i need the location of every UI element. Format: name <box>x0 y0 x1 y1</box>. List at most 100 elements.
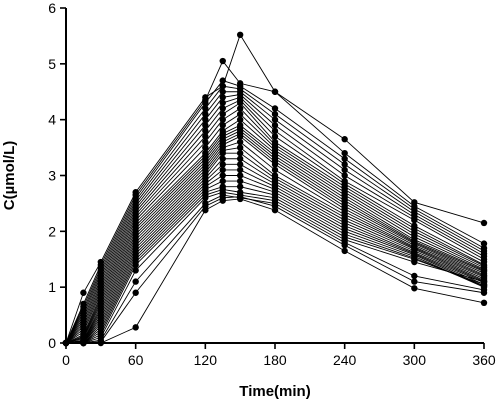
y-tick-label: 6 <box>48 0 56 16</box>
data-point <box>236 195 244 203</box>
data-point <box>219 105 226 112</box>
data-point <box>219 99 226 107</box>
data-point <box>480 219 488 227</box>
data-point <box>236 99 244 107</box>
data-point <box>202 116 209 123</box>
data-point <box>341 166 348 174</box>
data-point <box>202 122 209 129</box>
data-point <box>271 127 279 135</box>
data-point <box>132 278 139 285</box>
data-point <box>236 166 244 174</box>
data-point <box>219 94 226 101</box>
data-point <box>219 116 226 123</box>
data-point <box>80 289 87 296</box>
data-point <box>219 197 226 204</box>
data-point <box>341 136 348 143</box>
data-point <box>480 289 488 296</box>
y-tick-label: 3 <box>48 168 56 184</box>
ticks-layer: 0 60 120 180 240 300 360 0 1 2 3 4 5 6 <box>48 0 496 368</box>
data-point <box>219 166 226 174</box>
data-point <box>411 278 418 285</box>
data-point <box>236 133 244 140</box>
data-point <box>202 110 209 118</box>
y-axis-title: C(µmol/L) <box>1 141 18 210</box>
data-point <box>236 138 244 146</box>
data-point <box>236 116 244 123</box>
data-point <box>202 194 209 202</box>
data-point <box>341 161 348 168</box>
data-point <box>219 155 226 162</box>
data-point <box>271 206 279 214</box>
data-point <box>236 149 244 157</box>
data-point <box>236 177 244 185</box>
data-point <box>411 216 418 224</box>
data-point <box>480 299 488 306</box>
x-tick-label: 120 <box>194 352 218 368</box>
y-tick-label: 5 <box>48 56 56 72</box>
data-point <box>202 105 209 112</box>
data-point <box>480 240 488 247</box>
x-axis-title: Time(min) <box>239 383 310 400</box>
series-11 <box>62 110 488 347</box>
data-point <box>341 247 348 255</box>
x-tick-label: 60 <box>128 352 144 368</box>
y-tick-label: 1 <box>48 279 56 295</box>
data-point <box>202 127 209 135</box>
data-point <box>236 31 244 38</box>
data-point <box>202 206 209 214</box>
data-point <box>219 122 226 129</box>
data-point <box>202 138 209 146</box>
data-point <box>219 149 226 157</box>
series-layer <box>62 31 488 347</box>
data-point <box>219 82 226 90</box>
data-point <box>219 88 226 95</box>
data-point <box>236 183 244 190</box>
data-point <box>271 166 279 174</box>
data-point <box>341 155 348 162</box>
data-point <box>271 122 279 129</box>
y-tick-label: 0 <box>48 335 56 351</box>
data-point <box>236 172 244 179</box>
data-point <box>219 77 226 84</box>
y-tick-label: 4 <box>48 112 56 128</box>
data-point <box>219 172 226 179</box>
data-point <box>271 161 279 168</box>
x-tick-label: 180 <box>263 352 287 368</box>
x-tick-label: 300 <box>403 352 427 368</box>
series-17 <box>62 133 488 347</box>
data-point <box>411 258 418 266</box>
data-point <box>411 285 418 292</box>
data-point <box>341 149 348 157</box>
x-tick-label: 360 <box>472 352 496 368</box>
data-point <box>341 172 348 179</box>
data-point <box>132 289 139 296</box>
data-point <box>271 110 279 118</box>
data-point <box>202 144 209 151</box>
series-18 <box>62 138 488 347</box>
data-point <box>219 110 226 118</box>
data-point <box>271 88 279 95</box>
data-point <box>236 161 244 168</box>
data-point <box>219 161 226 168</box>
data-point <box>271 105 279 112</box>
data-point <box>411 272 418 280</box>
data-point <box>202 99 209 107</box>
data-point <box>202 133 209 140</box>
data-point <box>480 278 488 285</box>
x-tick-label: 240 <box>333 352 357 368</box>
x-tick-label: 0 <box>62 352 70 368</box>
data-point <box>341 242 348 249</box>
data-point <box>271 133 279 140</box>
data-point <box>236 105 244 112</box>
data-point <box>219 177 226 185</box>
y-tick-label: 2 <box>48 223 56 239</box>
data-point <box>236 110 244 118</box>
data-point <box>132 324 139 331</box>
data-point <box>236 155 244 162</box>
data-point <box>219 57 226 65</box>
data-point <box>132 267 139 274</box>
data-point <box>132 261 139 269</box>
data-point <box>271 116 279 123</box>
